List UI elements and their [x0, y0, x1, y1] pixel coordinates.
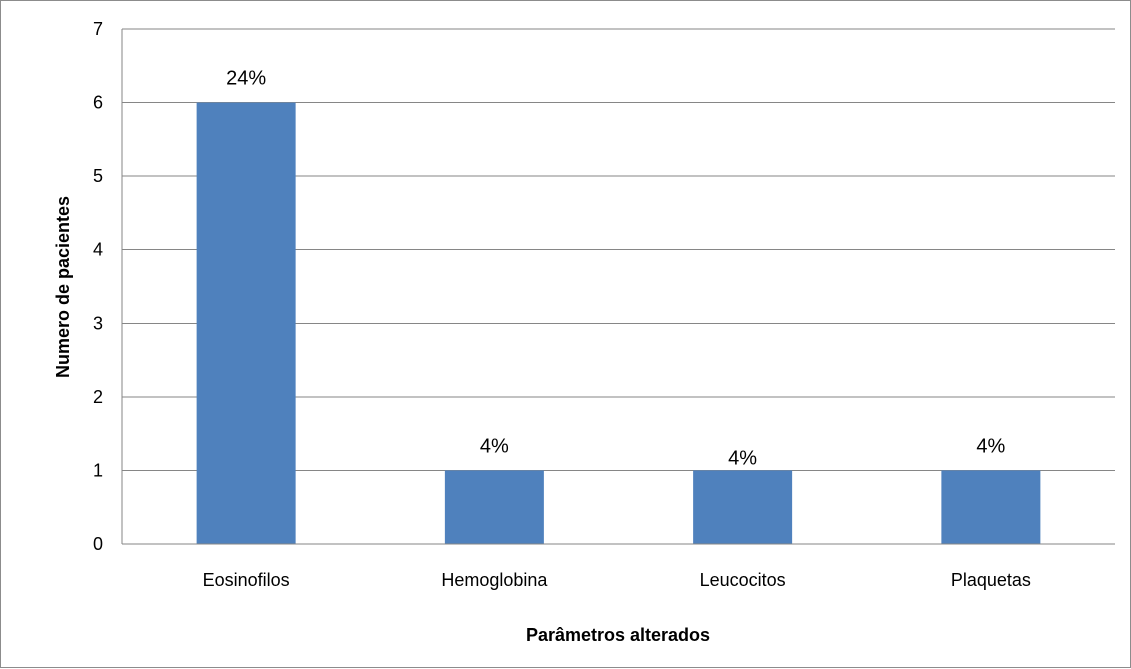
bar-leucocitos — [693, 470, 792, 544]
data-labels: 24% 4% 4% 4% — [226, 68, 1005, 470]
data-label-hemoglobina: 4% — [480, 435, 509, 457]
y-tick-label: 6 — [93, 93, 103, 113]
y-tick-label: 7 — [93, 19, 103, 39]
data-label-eosinofilos: 24% — [226, 68, 266, 90]
bar-eosinofilos — [197, 103, 296, 544]
data-label-leucocitos: 4% — [728, 447, 757, 469]
x-axis-title: Parâmetros alterados — [526, 625, 710, 645]
y-tick-label: 3 — [93, 313, 103, 333]
category-label-plaquetas: Plaquetas — [951, 570, 1031, 590]
y-tick-label: 0 — [93, 534, 103, 554]
y-tick-label: 4 — [93, 240, 103, 260]
bar-hemoglobina — [445, 470, 544, 544]
y-axis-tick-labels: 0 1 2 3 4 5 6 7 — [93, 19, 103, 554]
category-label-leucocitos: Leucocitos — [700, 570, 786, 590]
y-tick-label: 2 — [93, 387, 103, 407]
x-axis-category-labels: Eosinofilos Hemoglobina Leucocitos Plaqueta… — [203, 570, 1031, 590]
y-axis-title: Numero de pacientes — [53, 196, 73, 378]
y-tick-label: 5 — [93, 166, 103, 186]
data-label-plaquetas: 4% — [976, 435, 1005, 457]
category-label-hemoglobina: Hemoglobina — [441, 570, 548, 590]
y-tick-label: 1 — [93, 460, 103, 480]
bar-plaquetas — [941, 470, 1040, 544]
category-label-eosinofilos: Eosinofilos — [203, 570, 290, 590]
